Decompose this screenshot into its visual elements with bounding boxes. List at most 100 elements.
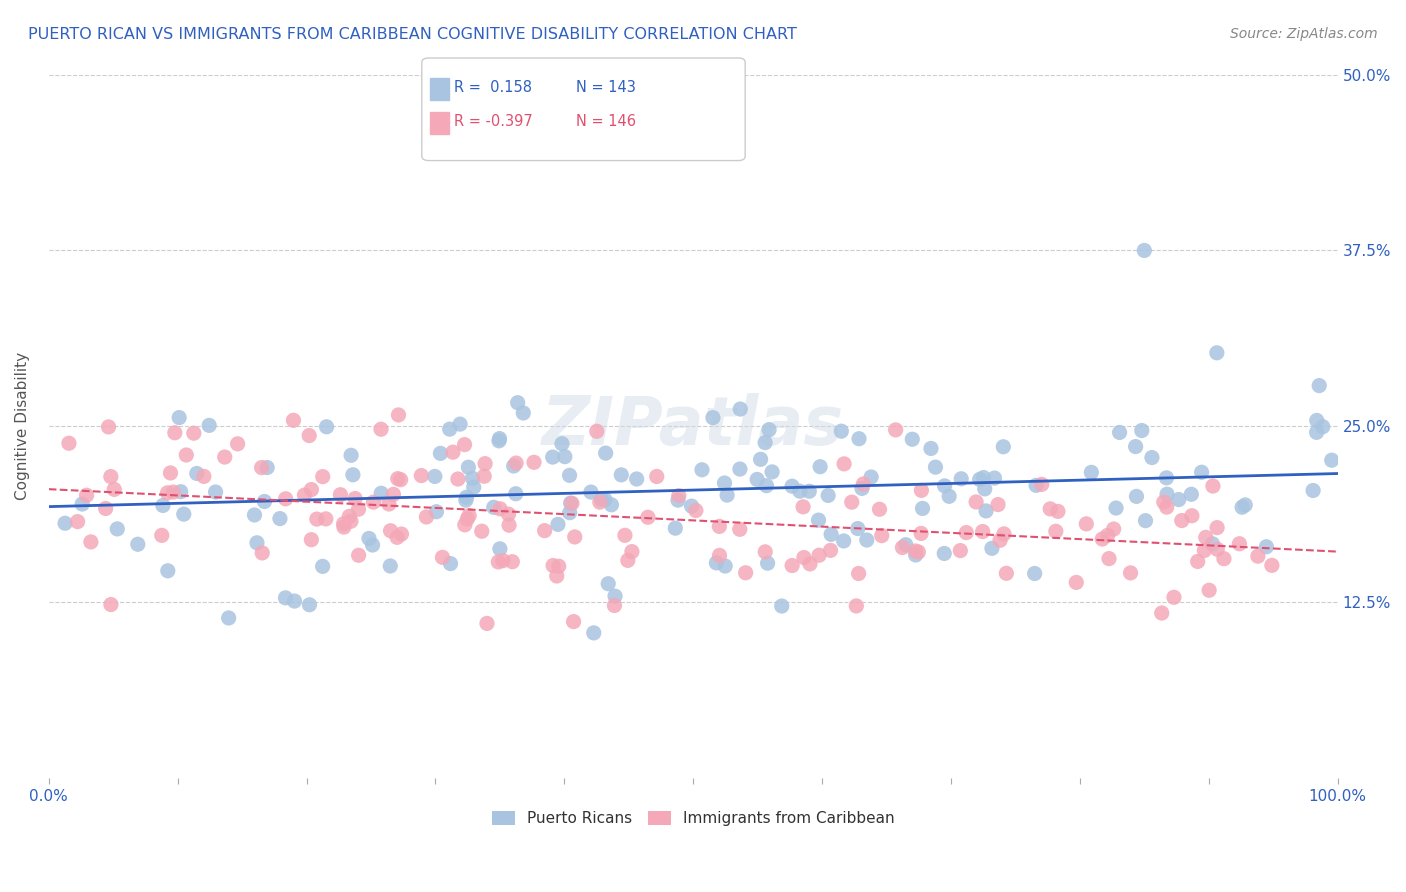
Point (1191, 465, 1213, 479)
Point (973, 482, 995, 496)
Point (983, 471, 1005, 485)
Point (551, 436, 574, 450)
Point (299, 533, 322, 547)
Point (950, 472, 973, 486)
Point (969, 472, 991, 486)
Point (1045, 524, 1067, 539)
Point (541, 450, 564, 464)
Point (370, 422, 392, 436)
Point (456, 490, 478, 504)
Point (754, 545, 776, 559)
Point (340, 514, 363, 528)
Point (156, 485, 179, 500)
Point (283, 594, 305, 608)
Point (94, 501, 117, 516)
Point (965, 495, 987, 509)
Text: N = 143: N = 143 (576, 80, 637, 95)
Point (613, 528, 636, 542)
Point (860, 470, 883, 484)
Point (972, 470, 994, 484)
Point (423, 469, 446, 483)
Point (506, 395, 529, 409)
Point (808, 459, 831, 474)
Point (411, 468, 433, 483)
Point (502, 458, 524, 473)
Point (955, 525, 977, 540)
Point (1305, 425, 1327, 440)
Point (347, 502, 370, 516)
Point (637, 510, 659, 524)
Point (214, 450, 236, 464)
Point (1229, 537, 1251, 551)
Point (756, 556, 779, 570)
Point (474, 457, 496, 471)
Point (852, 477, 875, 491)
Point (100, 469, 122, 483)
Point (564, 530, 586, 544)
Point (924, 460, 946, 475)
Point (204, 485, 226, 500)
Point (560, 496, 582, 510)
Point (561, 496, 583, 510)
Point (246, 536, 269, 550)
Point (472, 469, 495, 483)
Point (105, 522, 128, 536)
Point (447, 472, 470, 486)
Point (1140, 450, 1163, 465)
Point (385, 530, 408, 544)
Point (547, 559, 569, 574)
Point (425, 505, 447, 519)
Point (80, 535, 103, 549)
Point (593, 492, 616, 507)
Point (1306, 413, 1329, 427)
Point (256, 460, 278, 475)
Point (987, 498, 1010, 512)
Point (1025, 478, 1047, 492)
Point (747, 473, 769, 487)
Point (993, 527, 1015, 541)
Point (901, 432, 924, 446)
Point (347, 548, 370, 562)
Point (492, 554, 515, 568)
Point (582, 626, 605, 640)
Point (357, 532, 380, 546)
Point (807, 513, 830, 527)
Point (1039, 501, 1062, 516)
Point (429, 446, 451, 460)
Point (1308, 378, 1330, 392)
Point (706, 556, 728, 570)
Point (1256, 540, 1278, 554)
Point (894, 538, 917, 552)
Point (505, 456, 527, 470)
Point (441, 445, 464, 459)
Point (980, 541, 1002, 556)
Point (439, 557, 461, 571)
Point (832, 457, 855, 471)
Point (851, 482, 873, 496)
Y-axis label: Cognitive Disability: Cognitive Disability (15, 352, 30, 500)
Point (645, 469, 668, 483)
Point (127, 537, 149, 551)
Point (415, 510, 437, 524)
Point (617, 553, 640, 567)
Point (869, 502, 891, 516)
Point (1108, 425, 1130, 440)
Point (489, 541, 512, 556)
Point (298, 428, 321, 442)
Point (329, 488, 352, 502)
Point (591, 492, 613, 507)
Point (920, 442, 942, 456)
Point (198, 418, 221, 433)
Point (749, 452, 772, 467)
Point (471, 524, 494, 539)
Point (1125, 440, 1147, 454)
Point (938, 489, 960, 503)
Point (541, 558, 564, 573)
Point (488, 434, 510, 448)
Point (311, 559, 333, 574)
Point (666, 493, 689, 508)
Point (904, 544, 927, 558)
Point (1202, 479, 1225, 493)
Point (243, 508, 266, 522)
Point (533, 524, 555, 538)
